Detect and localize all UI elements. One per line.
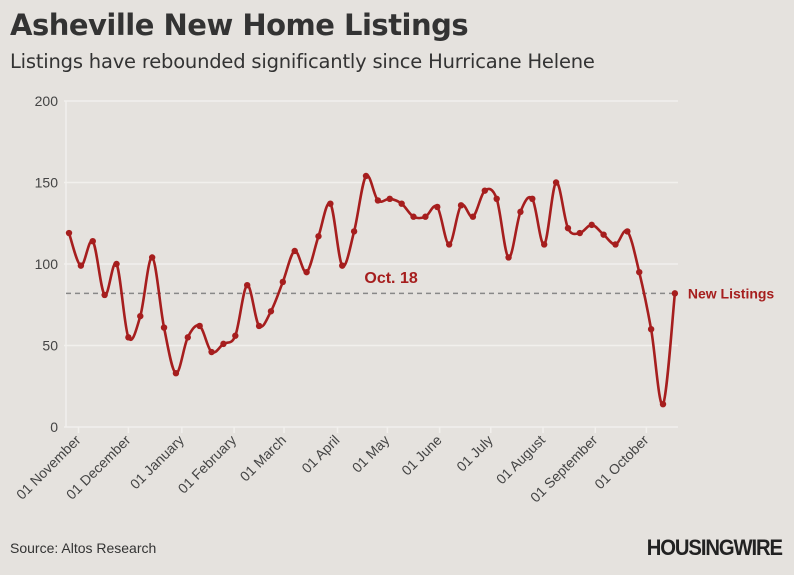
date-annotation: Oct. 18: [364, 270, 417, 287]
data-point: [327, 200, 334, 207]
data-point: [232, 332, 239, 339]
data-point: [457, 202, 465, 209]
data-point: [647, 326, 655, 333]
data-point: [77, 262, 85, 269]
data-point: [362, 172, 370, 180]
data-point: [576, 229, 584, 237]
x-tick-label: 01 October: [591, 432, 652, 493]
data-point: [517, 208, 524, 216]
data-point: [434, 203, 441, 211]
data-point: [398, 200, 405, 207]
y-tick-label: 150: [35, 175, 59, 191]
data-point: [208, 348, 215, 356]
chart-subtitle: Listings have rebounded significantly si…: [10, 50, 595, 73]
data-point: [89, 237, 96, 245]
x-tick-label: 01 July: [453, 432, 496, 475]
data-point: [267, 308, 275, 315]
series-line: [67, 174, 677, 406]
data-point: [184, 334, 191, 341]
data-point: [339, 262, 346, 269]
data-point: [148, 254, 156, 261]
source-note: Source: Altos Research: [10, 540, 157, 556]
data-point: [315, 233, 322, 240]
data-point: [255, 322, 263, 330]
x-tick-label: 01 May: [349, 432, 393, 476]
data-point: [65, 229, 73, 237]
data-point: [493, 195, 500, 202]
y-tick-label: 50: [42, 338, 58, 354]
data-point: [113, 260, 120, 268]
y-tick-label: 100: [35, 256, 59, 272]
data-point: [505, 254, 512, 261]
data-point: [588, 221, 595, 229]
data-point: [552, 179, 560, 186]
data-point: [303, 268, 310, 276]
data-point: [101, 291, 108, 299]
data-point: [659, 400, 667, 408]
data-point: [160, 324, 168, 331]
y-tick-label: 200: [35, 93, 59, 109]
data-point: [600, 231, 607, 238]
x-tick-label: 01 April: [298, 432, 342, 476]
data-point: [350, 228, 358, 235]
data-point: [469, 213, 477, 220]
data-point: [624, 228, 631, 235]
y-tick-label: 0: [50, 419, 58, 435]
x-tick-label: 01 March: [237, 432, 290, 485]
data-point: [244, 281, 251, 289]
data-point: [172, 370, 180, 377]
data-point: [481, 187, 488, 194]
data-point: [386, 195, 393, 202]
data-point: [125, 334, 132, 341]
data-point: [671, 290, 679, 297]
data-point: [137, 312, 144, 320]
y-axis: 0 50 100 150 200: [35, 93, 59, 435]
data-point: [564, 224, 572, 232]
chart-title: Asheville New Home Listings: [10, 8, 469, 42]
data-point: [529, 195, 536, 202]
x-tick-label: 01 August: [493, 432, 548, 487]
series-end-label: New Listings: [688, 285, 775, 301]
data-point: [636, 268, 643, 276]
data-point: [445, 241, 453, 248]
data-point: [541, 241, 548, 248]
housingwire-logo: HOUSINGWIRE: [646, 535, 783, 560]
data-point: [196, 322, 203, 330]
data-point: [374, 197, 382, 204]
annotations: Oct. 18 New Listings: [364, 270, 774, 301]
data-point: [291, 247, 298, 255]
data-point: [422, 213, 429, 220]
data-point: [410, 213, 417, 220]
data-point: [612, 241, 619, 248]
data-point: [220, 340, 227, 348]
series-new-listings: [65, 172, 679, 408]
x-tick-label: 01 June: [398, 432, 445, 479]
data-point: [279, 278, 287, 286]
gridlines: [64, 100, 678, 428]
